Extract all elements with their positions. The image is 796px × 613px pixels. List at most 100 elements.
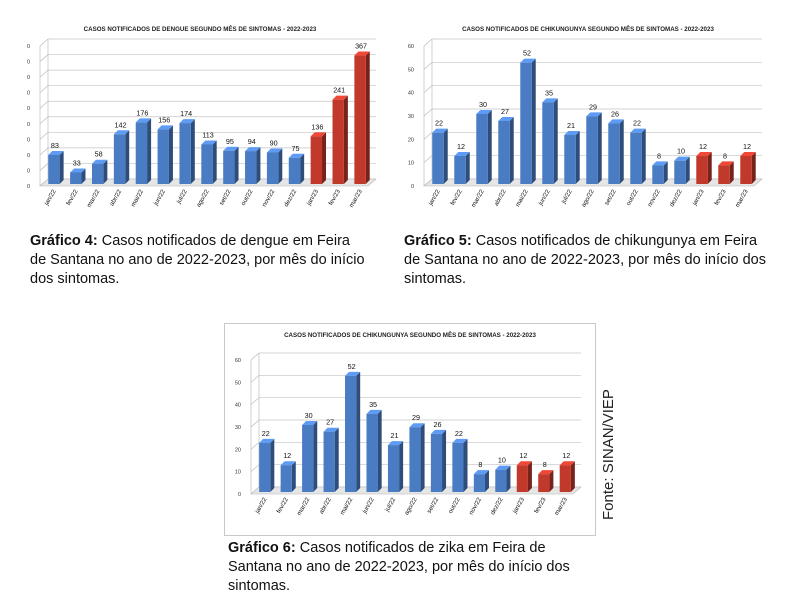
dengue-bar (288, 157, 301, 184)
chikungunya-x-tick-label: nov/22 (646, 188, 662, 208)
zika-data-label: 8 (543, 460, 547, 469)
zika-y-tick-label: 30 (235, 425, 241, 431)
dengue-grid-diag (39, 69, 49, 78)
zika-bar-top (323, 427, 339, 432)
dengue-data-label: 75 (291, 144, 299, 153)
chikungunya-bar-side (707, 152, 712, 184)
dengue-bar-top (179, 119, 195, 124)
chikungunya-y-tick-label: 20 (408, 137, 414, 143)
chikungunya-bar-side (553, 98, 558, 184)
zika-bar-side (377, 409, 382, 492)
zika-bar-top (302, 421, 318, 425)
zika-data-label: 22 (455, 429, 463, 438)
dengue-bar-top (135, 118, 152, 123)
zika-bar-top (259, 438, 275, 443)
dengue-bar-side (190, 119, 195, 184)
dengue-bar (70, 172, 82, 184)
dengue-data-label: 367 (355, 42, 367, 51)
chikungunya-data-label: 12 (457, 142, 465, 151)
dengue-x-tick-label: abr/22 (108, 188, 123, 207)
chikungunya-y-tick-label: 0 (411, 184, 414, 190)
zika-bar (323, 431, 335, 492)
zika-bar (559, 465, 571, 492)
dengue-x-tick-label: fev/22 (65, 188, 80, 207)
dengue-grid-diag (39, 100, 49, 109)
chikungunya-bar-top (498, 117, 514, 121)
dengue-bar (245, 151, 257, 184)
dengue-grid-diag (39, 38, 49, 47)
chikungunya-bar (542, 102, 554, 184)
caption-chart-6: Gráfico 6: Casos notificados de zika em … (228, 539, 588, 596)
dengue-x-tick-label: mai/22 (130, 188, 146, 208)
dengue-x-tick-label: nov/22 (261, 188, 277, 208)
zika-chart-svg: CASOS NOTIFICADOS DE CHIKUNGUNYA SEGUNDO… (235, 331, 582, 517)
chikungunya-data-label: 52 (523, 49, 531, 58)
dengue-x-tick-label: out/22 (240, 188, 255, 207)
chikungunya-x-tick-label: dez/22 (668, 188, 684, 208)
zika-bar (387, 445, 400, 492)
caption-chart-5: Gráfico 5: Casos notificados de chikungu… (404, 232, 774, 289)
zika-bar-side (270, 438, 275, 492)
dengue-bar-side (212, 140, 217, 184)
zika-bar-top (559, 461, 575, 466)
zika-x-tick-label: fev/23 (533, 496, 548, 515)
zika-x-tick-label: ago/22 (403, 496, 419, 516)
zika-data-label: 12 (562, 451, 570, 460)
dengue-bar-side (278, 148, 283, 184)
dengue-bar-side (103, 159, 108, 184)
zika-grid-diag (250, 419, 260, 428)
caption-chart-6-label: Gráfico 6: (228, 540, 296, 556)
dengue-bar (266, 152, 279, 184)
chikungunya-grid-diag (423, 132, 433, 140)
chikungunya-data-label: 22 (435, 119, 443, 128)
chikungunya-data-label: 12 (699, 142, 707, 151)
dengue-x-tick-label: fev/23 (327, 188, 342, 207)
chikungunya-bar-side (531, 58, 536, 184)
zika-bar-side (313, 421, 318, 492)
chikungunya-x-tick-label: ago/22 (580, 188, 596, 208)
zika-bar-top (430, 429, 447, 434)
chikungunya-bar (674, 160, 686, 184)
zika-bar (516, 465, 528, 492)
dengue-bar-top (288, 153, 305, 158)
chikungunya-bar-side (619, 119, 624, 184)
zika-data-label: 27 (326, 418, 334, 427)
zika-bar-top (516, 461, 532, 466)
dengue-bar-top (157, 125, 173, 130)
chikungunya-x-tick-label: mar/22 (470, 188, 486, 209)
zika-data-label: 12 (283, 451, 291, 460)
dengue-data-label: 156 (158, 115, 170, 124)
dengue-bar-side (300, 153, 305, 184)
zika-x-tick-label: jan/22 (253, 496, 268, 515)
zika-data-label: 35 (369, 400, 377, 409)
chikungunya-x-tick-label: abr/22 (493, 188, 508, 207)
zika-bar-top (538, 470, 554, 475)
chikungunya-bar-top (674, 156, 690, 161)
dengue-chart-title: CASOS NOTIFICADOS DE DENGUE SEGUNDO MÊS … (84, 25, 317, 33)
zika-x-tick-label: abr/22 (318, 496, 333, 515)
dengue-bar-side (322, 132, 327, 184)
dengue-data-label: 241 (333, 86, 345, 95)
dengue-bar-side (59, 150, 64, 184)
chikungunya-bar-top (586, 112, 602, 117)
chikungunya-bar-side (509, 117, 514, 184)
zika-bar-side (291, 461, 296, 492)
zika-bar (473, 474, 485, 492)
dengue-bar-side (234, 146, 239, 184)
caption-chart-5-text: Casos notificados de chikungunya em Feir… (404, 233, 766, 287)
chikungunya-grid-diag (423, 155, 433, 163)
dengue-bar-top (48, 150, 64, 155)
chikungunya-y-tick-label: 50 (408, 67, 414, 73)
chikungunya-bar-top (454, 152, 470, 156)
chikungunya-data-label: 21 (567, 121, 575, 130)
chikungunya-bar (564, 135, 576, 184)
caption-chart-4-text: Casos notificados de dengue em Feira de … (30, 233, 365, 287)
dengue-x-tick-label: mar/23 (348, 188, 364, 209)
dengue-bar-top (113, 130, 130, 135)
zika-y-tick-label: 20 (235, 447, 241, 453)
chikungunya-bar-top (432, 128, 448, 133)
zika-bar-side (356, 371, 361, 492)
chikungunya-x-tick-label: jan/23 (691, 188, 706, 207)
dengue-data-label: 58 (95, 150, 103, 159)
zika-y-tick-label: 0 (238, 492, 241, 498)
